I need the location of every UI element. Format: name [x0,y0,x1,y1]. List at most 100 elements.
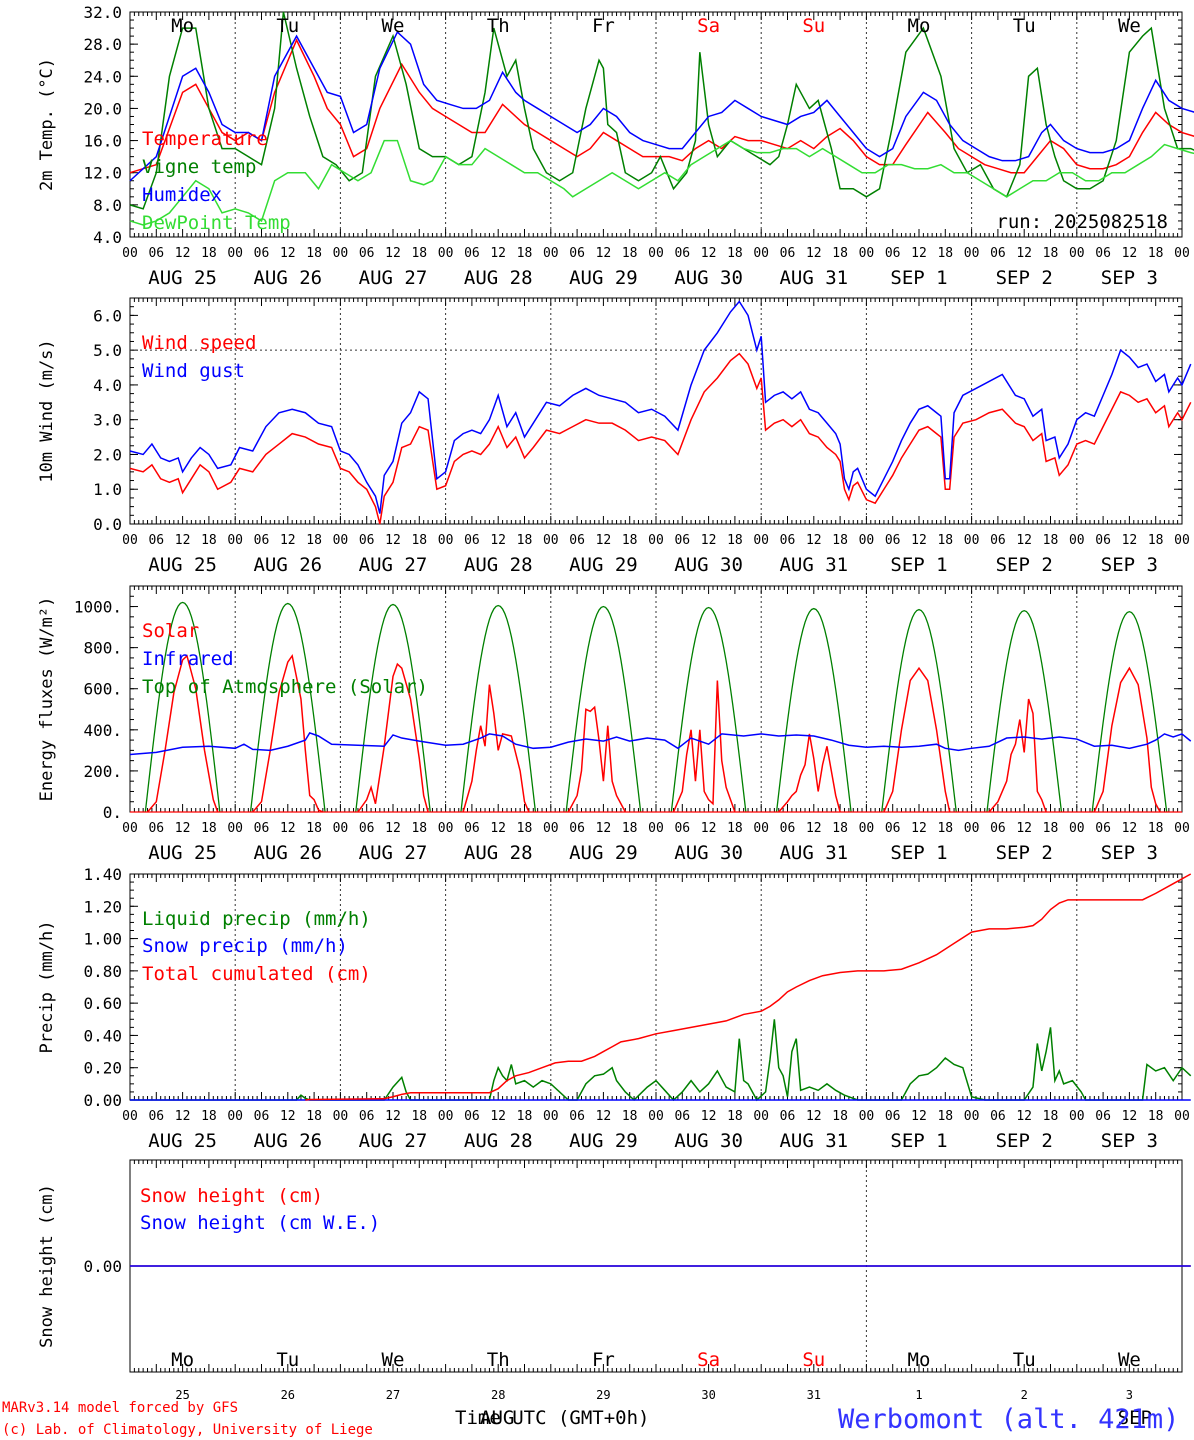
hour-tick-label: 18 [1043,821,1059,836]
hour-tick-label: 00 [543,1109,559,1124]
y-tick-label: 4.0 [93,228,122,247]
series-total-cumulated-cm- [305,873,1192,1101]
hour-tick-label: 12 [490,533,506,548]
hour-tick-label: 06 [1095,533,1111,548]
y-tick-label: 0. [103,803,122,822]
hour-tick-label: 12 [175,821,191,836]
hour-tick-label: 00 [753,246,769,261]
hour-tick-label: 12 [701,821,717,836]
solar-curve [462,684,530,813]
day-number: 1 [915,1388,922,1402]
hour-tick-label: 18 [201,821,217,836]
date-label: AUG 25 [148,554,217,576]
solar-curve [252,654,324,813]
hour-tick-label: 06 [569,246,585,261]
hour-tick-label: 06 [674,1109,690,1124]
solar-curve [672,680,736,813]
hour-tick-label: 00 [438,821,454,836]
y-tick-label: 5.0 [93,341,122,360]
hour-tick-label: 00 [1069,246,1085,261]
hour-tick-label: 00 [1069,533,1085,548]
hour-tick-label: 00 [1174,821,1190,836]
hour-tick-label: 06 [254,821,270,836]
date-label: AUG 30 [674,267,743,289]
hour-tick-label: 06 [148,246,164,261]
run-label: run: 2025082518 [996,211,1168,233]
hour-tick-label: 06 [1095,1109,1111,1124]
hour-tick-label: 00 [227,1109,243,1124]
hour-tick-label: 06 [464,1109,480,1124]
hour-tick-label: 06 [780,1109,796,1124]
hour-tick-label: 12 [280,821,296,836]
hour-tick-label: 18 [1043,246,1059,261]
day-name: Fr [592,15,615,37]
month-change-label: SEP [1118,1407,1152,1429]
hour-tick-label: 18 [517,1109,533,1124]
hour-tick-label: 18 [411,533,427,548]
hour-tick-label: 18 [622,1109,638,1124]
y-tick-label: 3.0 [93,411,122,430]
hour-tick-label: 18 [937,533,953,548]
day-name: Mo [908,15,931,37]
hour-tick-label: 12 [1122,821,1138,836]
day-name: Sa [697,15,720,37]
hour-tick-label: 06 [674,533,690,548]
hour-tick-label: 06 [569,1109,585,1124]
x-axis-title: Time UTC (GMT+0h) [455,1407,649,1429]
plot-frame [129,585,1183,813]
hour-tick-label: 06 [780,246,796,261]
day-name: Sa [697,1349,720,1371]
date-label: SEP 2 [996,842,1053,864]
hour-tick-label: 00 [438,533,454,548]
y-tick-label: 1.20 [83,897,122,916]
y-axis-label: 2m Temp. (°C) [37,58,57,191]
hour-tick-label: 00 [543,533,559,548]
hour-tick-label: 18 [201,246,217,261]
hour-tick-label: 00 [122,246,138,261]
toa-solar-curve [565,605,642,813]
day-name: Fr [592,1349,615,1371]
hour-tick-label: 00 [543,821,559,836]
hour-tick-label: 06 [148,821,164,836]
hour-tick-label: 12 [175,246,191,261]
hour-tick-label: 12 [1016,533,1032,548]
hour-tick-label: 06 [464,246,480,261]
hour-tick-label: 12 [385,533,401,548]
hour-tick-label: 12 [385,1109,401,1124]
hour-tick-label: 12 [280,246,296,261]
hour-tick-label: 18 [937,1109,953,1124]
hour-tick-label: 00 [122,533,138,548]
y-tick-label: 6.0 [93,306,122,325]
date-label: AUG 26 [253,1130,322,1152]
date-label: AUG 29 [569,554,638,576]
hour-tick-label: 06 [254,533,270,548]
hour-tick-label: 18 [411,821,427,836]
series-wind-speed [129,352,1192,525]
hour-tick-label: 12 [490,1109,506,1124]
hour-tick-label: 12 [1122,533,1138,548]
hour-tick-label: 12 [911,1109,927,1124]
hour-tick-label: 06 [885,246,901,261]
day-number: 25 [175,1388,189,1402]
hour-tick-label: 06 [148,533,164,548]
hour-tick-label: 06 [885,533,901,548]
y-axis-label: Precip (mm/h) [37,920,57,1053]
panel-4: 0.00 0.20 0.40 0.60 0.80 1.00 1.20 1.40 Precip (… [37,865,1192,1152]
day-name: Tu [1013,1349,1036,1371]
day-number: 28 [491,1388,505,1402]
hour-tick-label: 12 [806,821,822,836]
hour-tick-label: 18 [306,246,322,261]
solar-curve [778,733,841,813]
date-label: AUG 30 [674,842,743,864]
y-tick-label: 16.0 [83,132,122,151]
hour-tick-label: 18 [306,1109,322,1124]
toa-solar-curve [144,601,221,813]
day-number: 31 [807,1388,821,1402]
legend-entry: Temperature [142,128,268,150]
toa-solar-curve [460,604,537,813]
hour-tick-label: 18 [1043,1109,1059,1124]
date-label: AUG 26 [253,842,322,864]
hour-tick-label: 18 [201,1109,217,1124]
y-tick-label: 800. [83,639,122,658]
hour-tick-label: 12 [806,246,822,261]
